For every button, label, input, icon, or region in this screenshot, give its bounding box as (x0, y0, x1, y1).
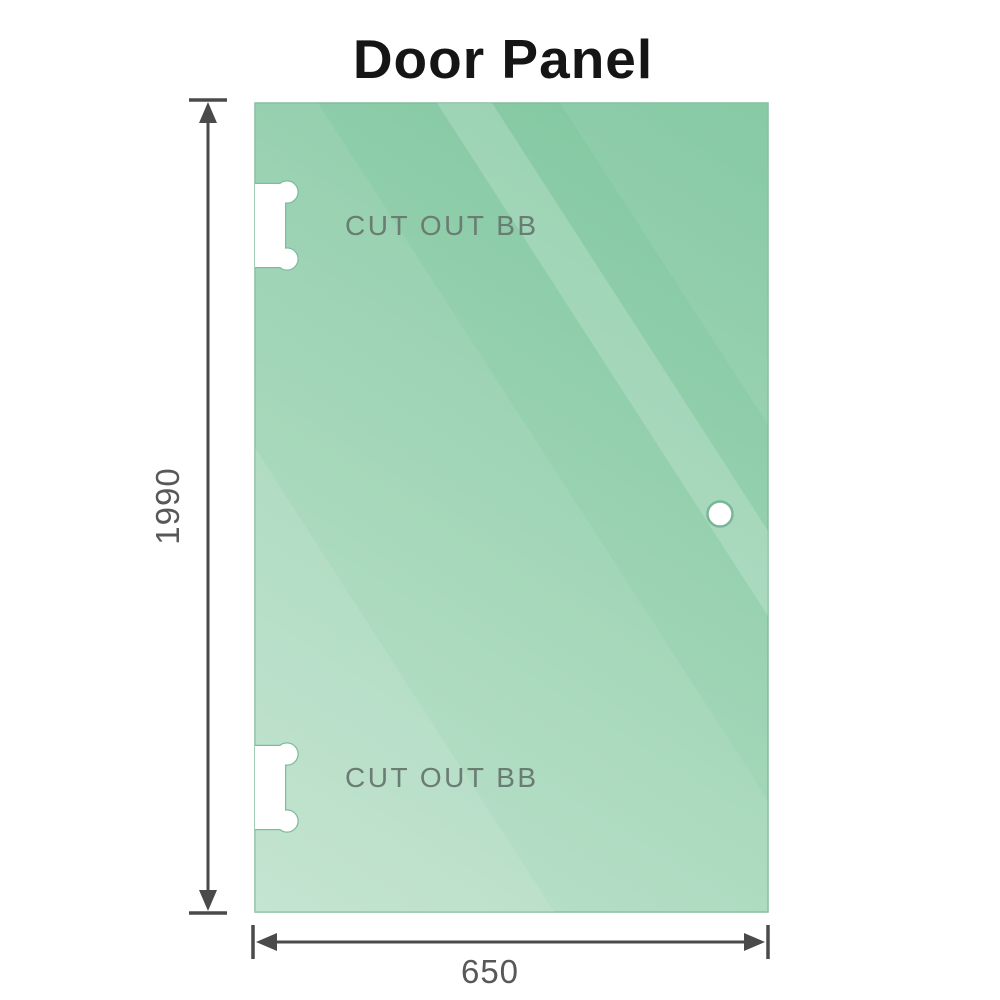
width-dimension-label: 650 (461, 953, 519, 990)
glass-panel (254, 102, 769, 913)
width-dimension: 650 (251, 925, 770, 990)
cutout-label-top: CUT OUT BB (345, 210, 539, 241)
height-dimension: 1990 (149, 98, 227, 915)
arrow-up-icon (199, 102, 217, 123)
arrow-down-icon (199, 890, 217, 911)
diagram-title: Door Panel (353, 28, 653, 90)
handle-hole (706, 500, 734, 528)
height-dimension-label: 1990 (149, 467, 186, 544)
glass-shine (255, 103, 768, 912)
cutout-label-bottom: CUT OUT BB (345, 762, 539, 793)
arrow-left-icon (256, 933, 277, 951)
arrow-right-icon (744, 933, 765, 951)
